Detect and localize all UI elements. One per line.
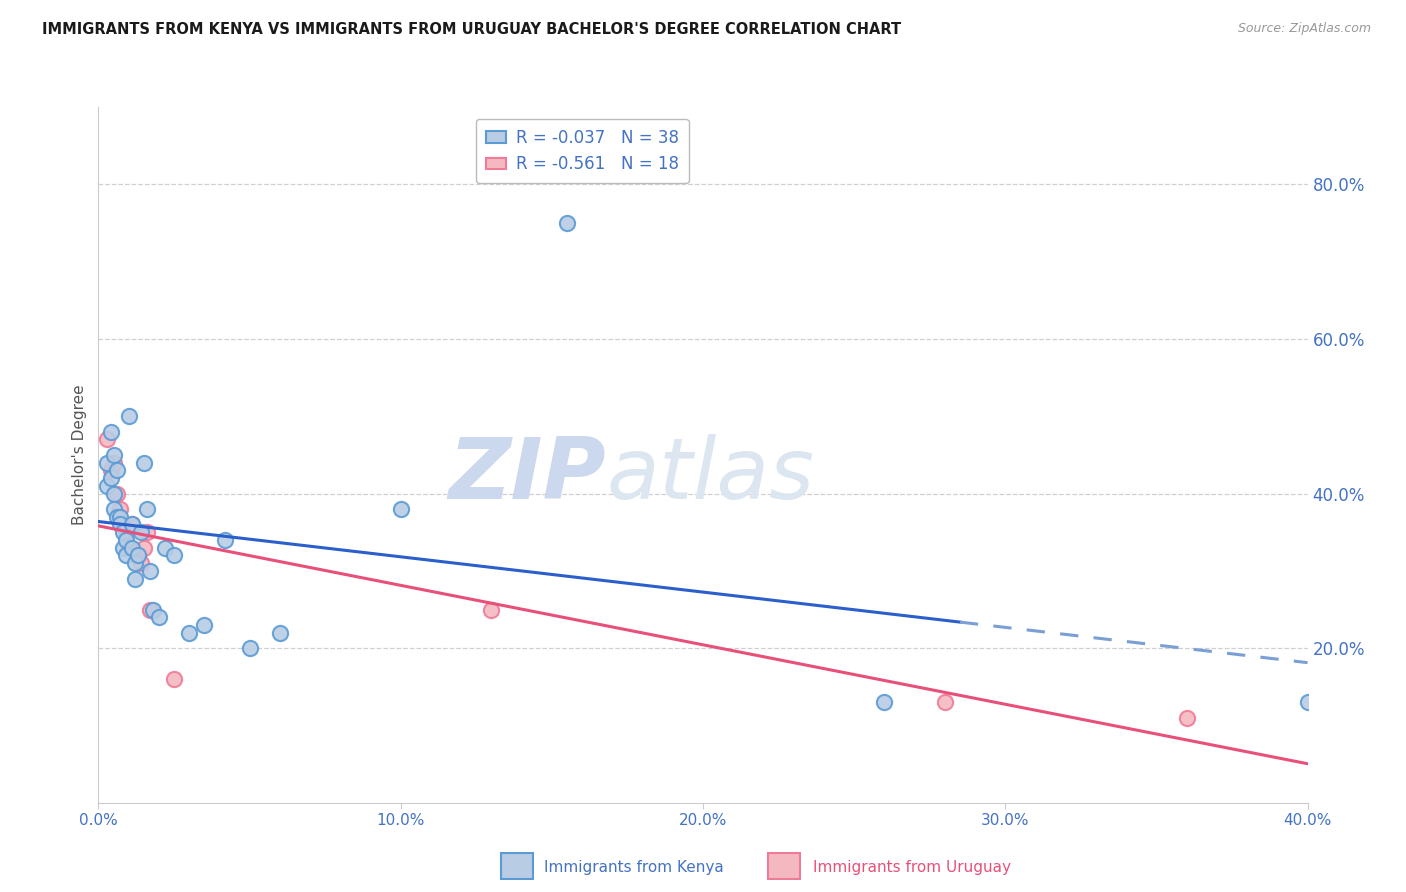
Point — [127, 549, 149, 563]
Point — [121, 517, 143, 532]
Point — [111, 517, 134, 532]
Point — [135, 525, 157, 540]
Point — [108, 502, 131, 516]
Point — [127, 549, 149, 563]
Point — [873, 695, 896, 709]
Point — [214, 533, 236, 547]
Point — [934, 695, 956, 709]
Point — [153, 541, 176, 555]
Point — [163, 672, 186, 686]
Point — [108, 517, 131, 532]
Point — [193, 618, 215, 632]
Y-axis label: Bachelor's Degree: Bachelor's Degree — [72, 384, 87, 525]
Legend: R = -0.037   N = 38, R = -0.561   N = 18: R = -0.037 N = 38, R = -0.561 N = 18 — [475, 119, 689, 183]
Point — [163, 549, 186, 563]
Point — [135, 502, 157, 516]
Point — [1175, 711, 1198, 725]
Point — [114, 549, 136, 563]
Point — [100, 425, 122, 439]
Point — [111, 525, 134, 540]
Point — [129, 525, 152, 540]
Text: Immigrants from Kenya: Immigrants from Kenya — [544, 860, 724, 874]
Point — [124, 572, 146, 586]
Point — [108, 509, 131, 524]
Point — [142, 602, 165, 616]
Text: atlas: atlas — [606, 434, 814, 517]
Point — [105, 509, 128, 524]
Point — [179, 625, 201, 640]
Point — [118, 409, 141, 424]
Point — [124, 556, 146, 570]
Point — [103, 456, 125, 470]
Point — [118, 541, 141, 555]
Point — [129, 556, 152, 570]
Point — [100, 471, 122, 485]
Point — [132, 456, 155, 470]
Point — [96, 433, 118, 447]
Point — [96, 479, 118, 493]
Point — [269, 625, 291, 640]
Point — [114, 533, 136, 547]
Text: IMMIGRANTS FROM KENYA VS IMMIGRANTS FROM URUGUAY BACHELOR'S DEGREE CORRELATION C: IMMIGRANTS FROM KENYA VS IMMIGRANTS FROM… — [42, 22, 901, 37]
Point — [132, 541, 155, 555]
Text: Immigrants from Uruguay: Immigrants from Uruguay — [813, 860, 1011, 874]
Point — [1296, 695, 1319, 709]
Point — [103, 502, 125, 516]
Point — [111, 541, 134, 555]
Point — [103, 448, 125, 462]
Point — [389, 502, 412, 516]
Point — [100, 463, 122, 477]
Text: Source: ZipAtlas.com: Source: ZipAtlas.com — [1237, 22, 1371, 36]
Text: ZIP: ZIP — [449, 434, 606, 517]
Point — [114, 525, 136, 540]
Point — [239, 641, 262, 656]
Point — [103, 486, 125, 500]
Point — [139, 602, 162, 616]
Point — [555, 216, 578, 230]
Point — [148, 610, 170, 624]
Point — [105, 463, 128, 477]
Point — [481, 602, 503, 616]
Point — [121, 541, 143, 555]
Point — [139, 564, 162, 578]
Point — [121, 517, 143, 532]
Point — [96, 456, 118, 470]
Point — [105, 486, 128, 500]
